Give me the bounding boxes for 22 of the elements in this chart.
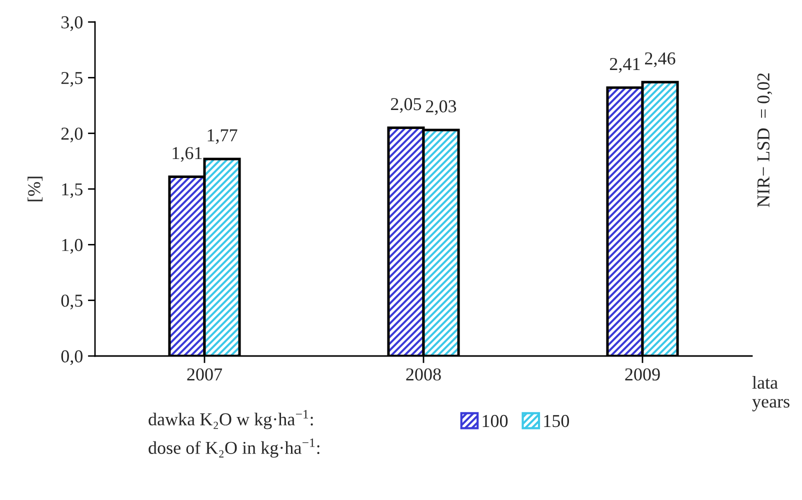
data-label: 2,03 xyxy=(426,100,456,116)
data-label: 2,41 xyxy=(610,58,640,73)
y-tick-label: 1,5 xyxy=(62,183,82,198)
y-tick-label: 2,0 xyxy=(61,128,83,142)
x-axis-title: lata years xyxy=(752,376,790,412)
text: NIR− LSD = 0,02 xyxy=(757,73,772,208)
y-tick-label: 1,0 xyxy=(62,238,83,254)
y-axis-title: [%] xyxy=(28,176,43,202)
data-label: 2,46 xyxy=(645,52,676,68)
y-tick-label: 0,0 xyxy=(61,350,83,366)
x-tick-label: 2008 xyxy=(406,368,441,381)
legend-label: 100 xyxy=(482,414,508,428)
legend-label: 150 xyxy=(544,414,570,428)
x-tick-label: 2009 xyxy=(625,368,660,381)
data-label: 2,05 xyxy=(390,98,422,113)
legend-title: dawka K₂O w kg·ha$^{−1}$: dose of K₂O in kg·ha$^{−1}$: xyxy=(148,410,320,458)
y-tick-label: 3,0 xyxy=(61,16,83,32)
x-tick-label: 2007 xyxy=(187,368,222,381)
data-label: 1,77 xyxy=(208,129,238,144)
y-tick-label: 2,5 xyxy=(61,72,82,87)
y-tick-label: 0,5 xyxy=(61,294,82,310)
data-label: 1,61 xyxy=(172,147,202,162)
